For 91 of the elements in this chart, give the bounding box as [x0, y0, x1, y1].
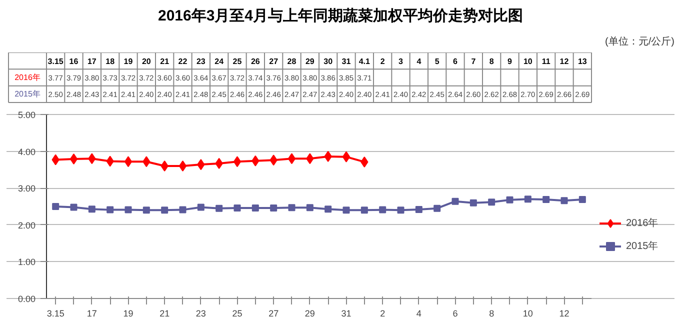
point — [524, 196, 532, 203]
x-tick-label: 27 — [269, 56, 279, 66]
x-tick-label: 29 — [305, 56, 315, 66]
x-tick-label: 3.15 — [48, 56, 64, 66]
point — [252, 204, 259, 212]
category-label: 12 — [559, 308, 570, 318]
category-label: 6 — [452, 308, 458, 318]
x-tick-label: 8 — [489, 56, 494, 66]
x-tick-label: 7 — [471, 56, 476, 66]
point — [288, 153, 296, 164]
point — [415, 206, 422, 213]
x-tick-label: 17 — [87, 56, 97, 66]
point — [142, 206, 150, 214]
point — [488, 198, 496, 206]
x-tick-label: 25 — [232, 56, 242, 66]
x-tick-label: 24 — [214, 56, 224, 66]
point — [270, 204, 278, 212]
point — [161, 206, 168, 214]
x-tick-label: 16 — [69, 56, 79, 66]
point — [397, 206, 404, 214]
point — [52, 203, 60, 210]
category-label: 3.15 — [46, 308, 64, 318]
y-tick-label: 2.00 — [18, 220, 36, 230]
point — [560, 197, 568, 204]
category-label: 31 — [341, 308, 352, 318]
point — [179, 206, 186, 214]
y-tick-label: 5.00 — [18, 110, 36, 120]
category-label: 17 — [86, 308, 97, 318]
x-tick-label: 26 — [250, 56, 260, 66]
y-tick-label: 1.00 — [18, 257, 36, 268]
legend-label: 2016年 — [626, 217, 658, 230]
point — [234, 204, 241, 212]
category-label: 25 — [232, 308, 242, 318]
point — [70, 204, 78, 211]
chart-title: 2016年3月至4月与上年同期蔬菜加权平均价走势对比图 — [158, 8, 524, 24]
text: (单位：元/公斤) — [605, 36, 675, 48]
legend-label: 2015年 — [626, 240, 658, 253]
category-label: 23 — [196, 308, 206, 318]
x-tick-label: 30 — [324, 56, 334, 66]
point — [178, 160, 187, 172]
point — [124, 156, 132, 168]
x-tick-label: 21 — [160, 56, 170, 66]
point — [233, 156, 242, 168]
x-tick-label: 4.1 — [358, 56, 371, 66]
x-tick-label: 3 — [398, 56, 404, 66]
x-tick-label: 9 — [508, 56, 513, 66]
x-tick-label: 19 — [124, 56, 134, 66]
x-tick-label: 31 — [342, 56, 352, 66]
category-label: 10 — [522, 308, 533, 318]
point — [434, 204, 441, 212]
x-tick-label: 22 — [178, 56, 188, 66]
point — [197, 204, 204, 211]
point — [70, 154, 78, 165]
y-tick-label: 4.00 — [18, 146, 36, 157]
point — [360, 206, 368, 214]
category-label: 8 — [489, 308, 494, 318]
x-tick-label: 12 — [560, 56, 570, 66]
point — [470, 199, 477, 206]
x-tick-label: 20 — [142, 56, 152, 66]
point — [124, 206, 132, 214]
x-tick-label: 6 — [453, 56, 458, 66]
x-tick-label: 13 — [578, 56, 588, 66]
text: 2015年 — [14, 90, 40, 99]
x-tick-label: 28 — [287, 56, 297, 66]
x-tick-label: 10 — [523, 56, 533, 66]
y-tick-label: 3.00 — [18, 184, 36, 194]
point — [379, 206, 386, 214]
point — [324, 206, 332, 213]
category-label: 21 — [160, 308, 170, 318]
point — [342, 206, 350, 214]
x-tick-label: 2 — [380, 56, 386, 66]
x-tick-label: 18 — [106, 56, 116, 66]
point — [342, 151, 350, 162]
point — [88, 206, 96, 213]
point — [542, 196, 550, 204]
category-label: 19 — [123, 308, 134, 318]
category-label: 27 — [268, 308, 279, 318]
x-tick-label: 23 — [196, 56, 206, 66]
point — [578, 196, 586, 204]
x-tick-label: 4 — [416, 56, 422, 66]
point — [216, 204, 223, 212]
category-label: 29 — [304, 308, 315, 318]
point — [106, 206, 114, 214]
point — [288, 204, 296, 212]
point — [452, 198, 459, 205]
x-tick-label: 11 — [542, 56, 551, 66]
text: 2016年 — [14, 73, 40, 82]
y-tick-label: 0.00 — [18, 294, 36, 304]
x-tick-label: 5 — [434, 56, 440, 66]
point — [306, 204, 314, 212]
point — [506, 196, 514, 204]
